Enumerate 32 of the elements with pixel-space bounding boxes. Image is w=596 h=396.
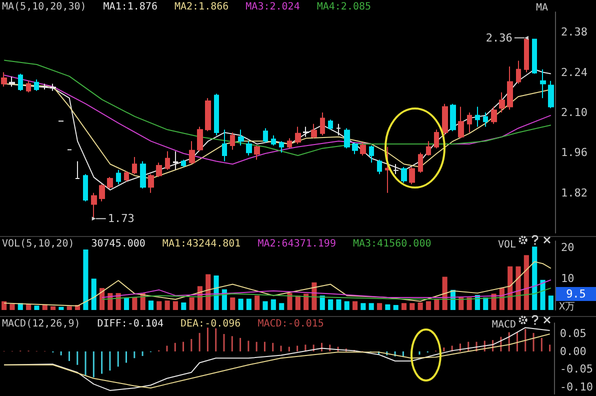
text: 9.5 bbox=[566, 288, 586, 300]
annotation: VOL bbox=[498, 240, 516, 250]
text: DIFF:-0.104 bbox=[97, 318, 164, 330]
text: MA3:2.024 bbox=[246, 2, 300, 12]
y-tick-label: 0.05 bbox=[560, 327, 586, 340]
y-tick-label: 2.24 bbox=[561, 66, 588, 79]
annotation: MA bbox=[536, 2, 548, 14]
y-tick-label: 2.10 bbox=[561, 106, 588, 119]
text: DEA:-0.096 bbox=[180, 318, 241, 330]
y-tick-label: -0.10 bbox=[560, 380, 594, 394]
y-tick-label: 1.82 bbox=[561, 186, 588, 200]
series-label: 30745.000 bbox=[91, 238, 146, 250]
y-tick-label: 2.38 bbox=[561, 26, 588, 39]
y-tick-label: 20 bbox=[561, 240, 574, 254]
annotation: MACD bbox=[492, 320, 516, 330]
annotation: 2.36 bbox=[486, 31, 512, 44]
series-label: MACD:-0.015 bbox=[258, 318, 324, 330]
chart-title: VOL(5,10,20) bbox=[2, 238, 74, 250]
chart-title: MACD(12,26,9) bbox=[2, 318, 80, 330]
y-tick-label: -0.05 bbox=[560, 362, 594, 376]
text: MA3:41560.000 bbox=[352, 238, 432, 250]
text: MA4:2.085 bbox=[316, 2, 372, 12]
y-axis-title: X万 bbox=[559, 302, 576, 312]
text: MA2:1.866 bbox=[174, 2, 229, 12]
chart-title: MA(5,10,20,30) bbox=[2, 2, 86, 12]
y-tick-label: 0.00 bbox=[560, 344, 586, 358]
text: MA2:64371.199 bbox=[258, 238, 336, 250]
y-tick-label: 10 bbox=[561, 272, 574, 286]
text: MA1:1.876 bbox=[103, 2, 158, 12]
y-tick-label: 1.96 bbox=[561, 146, 588, 160]
text: MA1:43244.801 bbox=[162, 238, 241, 250]
annotation: 1.73 bbox=[108, 212, 134, 226]
